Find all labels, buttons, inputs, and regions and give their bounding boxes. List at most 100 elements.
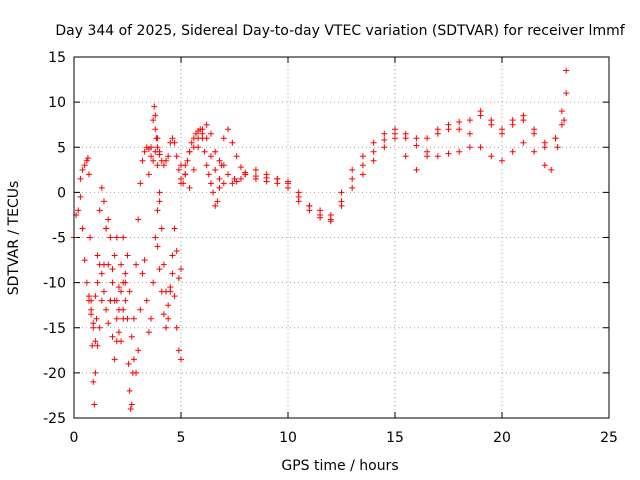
data-point (96, 207, 103, 214)
data-point (381, 130, 388, 137)
data-point (79, 225, 86, 232)
data-point (175, 275, 182, 282)
data-point (445, 150, 452, 157)
series-arc-5 (120, 198, 163, 376)
data-point (499, 130, 505, 137)
data-point (139, 270, 146, 277)
data-point (541, 144, 548, 151)
data-point (195, 135, 202, 142)
data-point (94, 252, 101, 259)
data-point (434, 153, 441, 160)
x-tick-label: 20 (493, 430, 511, 446)
data-point (75, 207, 82, 214)
data-point (103, 225, 110, 232)
data-point (92, 338, 99, 345)
data-point (190, 144, 197, 151)
data-point (107, 234, 114, 241)
data-point (413, 166, 420, 173)
data-point (145, 329, 152, 336)
data-point (233, 153, 240, 160)
data-point (151, 103, 158, 110)
data-point (113, 297, 120, 304)
data-point (113, 234, 120, 241)
data-point (520, 139, 527, 146)
data-point (77, 193, 84, 200)
y-tick-label: 15 (48, 50, 66, 66)
data-point (128, 401, 135, 408)
data-point (466, 130, 473, 137)
series-arc-7 (154, 225, 184, 331)
data-point (558, 108, 565, 115)
data-point (499, 157, 505, 164)
series-arc-4 (113, 144, 163, 412)
x-tick-label: 15 (386, 430, 404, 446)
data-point (165, 302, 172, 309)
data-point (171, 293, 178, 300)
data-point (126, 387, 133, 394)
data-point (220, 162, 227, 169)
data-point (402, 153, 409, 160)
data-point (199, 126, 206, 133)
data-point (137, 180, 144, 187)
x-tick-label: 10 (279, 430, 297, 446)
data-point (216, 157, 223, 164)
data-point (143, 297, 150, 304)
data-point (93, 315, 100, 322)
data-point (154, 135, 161, 142)
data-point (220, 135, 227, 142)
data-point (434, 130, 441, 137)
data-point (124, 315, 131, 322)
data-point (229, 139, 236, 146)
data-point (98, 297, 105, 304)
data-point (402, 130, 409, 137)
data-point (150, 157, 157, 164)
data-point (152, 126, 159, 133)
data-point (98, 270, 105, 277)
data-point (392, 126, 398, 133)
data-point (212, 202, 219, 209)
data-point (285, 184, 291, 191)
data-point (148, 315, 155, 322)
y-tick-label: -15 (43, 321, 66, 337)
plot-frame (73, 56, 610, 419)
data-point (135, 347, 142, 354)
y-tick-label: -5 (52, 231, 66, 247)
series-arc-6 (145, 103, 184, 363)
data-point (85, 171, 92, 178)
data-point (175, 166, 182, 173)
data-point (317, 214, 324, 221)
data-point (554, 144, 561, 151)
data-point (413, 135, 420, 142)
data-point (205, 171, 212, 178)
data-point (81, 162, 88, 169)
data-point (327, 218, 334, 225)
data-point (154, 162, 161, 169)
data-point (237, 164, 244, 171)
data-point (203, 162, 210, 169)
data-point (160, 311, 167, 318)
data-point (139, 157, 146, 164)
data-point (359, 171, 366, 178)
data-point (225, 171, 232, 178)
series-arc-10 (178, 108, 568, 225)
data-point (118, 261, 125, 268)
x-tick-label: 25 (600, 430, 618, 446)
y-tick-label: -20 (43, 366, 66, 382)
data-point (124, 252, 131, 259)
data-point (338, 189, 345, 196)
data-point (163, 157, 170, 164)
data-point (561, 117, 568, 124)
data-point (90, 324, 97, 331)
data-point (150, 279, 157, 286)
data-point (477, 108, 484, 115)
data-point (120, 234, 127, 241)
data-point (85, 293, 92, 300)
x-tick-label: 0 (70, 430, 79, 446)
data-point (130, 356, 137, 363)
data-point (109, 279, 116, 286)
x-tick-labels: 0 5 10 15 20 25 (70, 430, 618, 446)
data-point (381, 137, 388, 144)
data-point (520, 112, 527, 119)
data-point (154, 207, 161, 214)
data-point (466, 144, 473, 151)
